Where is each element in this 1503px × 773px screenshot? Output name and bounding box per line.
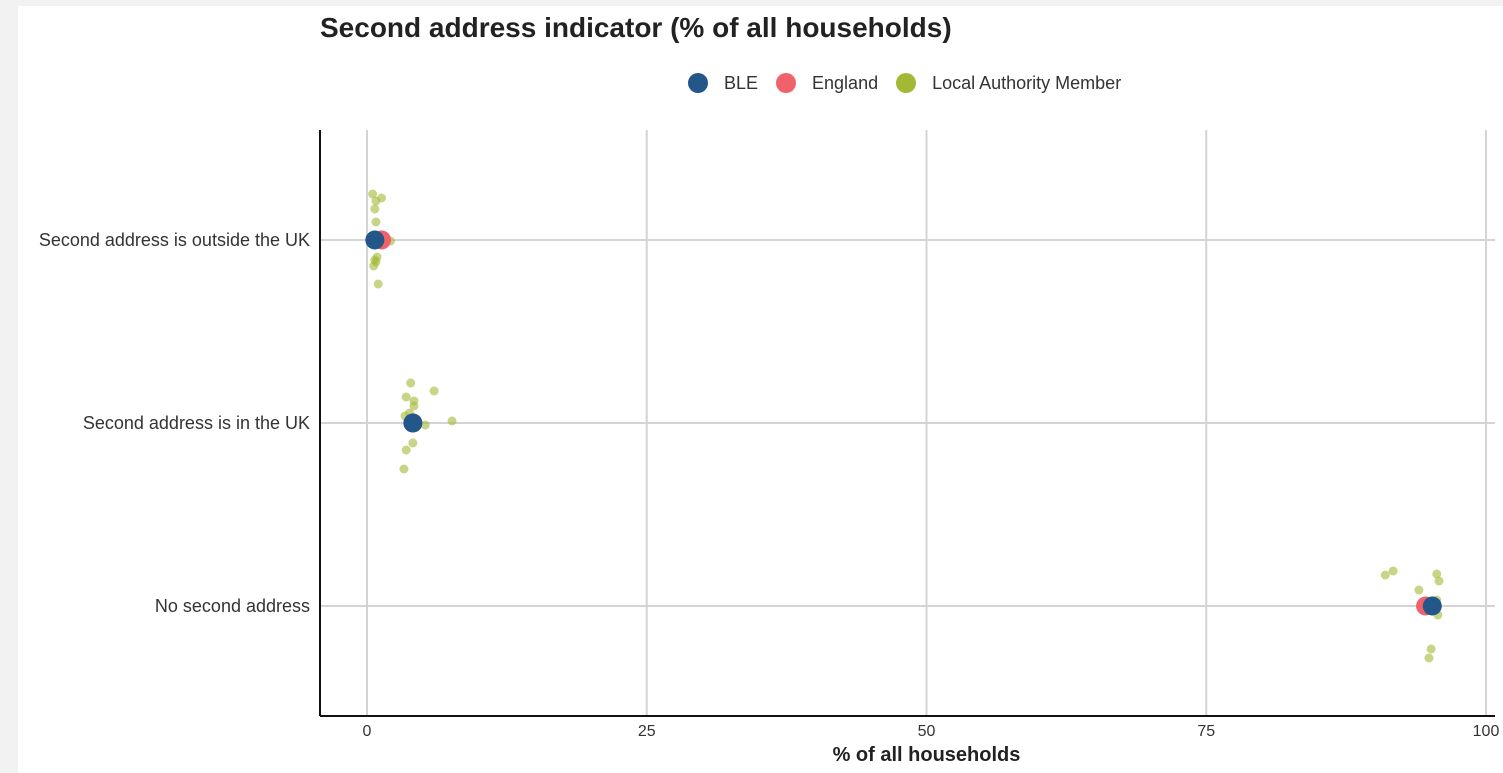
local-authority-point <box>408 439 417 448</box>
ble-point <box>403 414 422 433</box>
local-authority-point <box>1435 577 1444 586</box>
local-authority-point <box>1424 654 1433 663</box>
local-authority-point <box>1414 586 1423 595</box>
local-authority-point <box>1389 567 1398 576</box>
local-authority-point <box>1427 645 1436 654</box>
y-tick-label: Second address is outside the UK <box>39 230 310 250</box>
y-tick-label: No second address <box>155 596 310 616</box>
local-authority-point <box>371 258 380 267</box>
local-authority-point <box>402 446 411 455</box>
local-authority-point <box>371 218 380 227</box>
local-authority-point <box>430 387 439 396</box>
local-authority-point <box>402 393 411 402</box>
local-authority-point <box>406 379 415 388</box>
local-authority-point <box>448 417 457 426</box>
local-authority-point <box>399 465 408 474</box>
x-tick-label: 75 <box>1197 723 1215 740</box>
local-authority-point <box>1381 571 1390 580</box>
x-tick-label: 50 <box>918 723 936 740</box>
local-authority-point <box>370 205 379 214</box>
x-tick-label: 25 <box>638 723 656 740</box>
y-tick-label: Second address is in the UK <box>83 413 310 433</box>
local-authority-point <box>377 194 386 203</box>
x-tick-label: 0 <box>363 723 372 740</box>
x-tick-label: 100 <box>1473 723 1500 740</box>
ble-point <box>365 231 384 250</box>
ble-point <box>1423 597 1442 616</box>
local-authority-point <box>374 280 383 289</box>
x-axis-title: % of all households <box>833 744 1021 766</box>
